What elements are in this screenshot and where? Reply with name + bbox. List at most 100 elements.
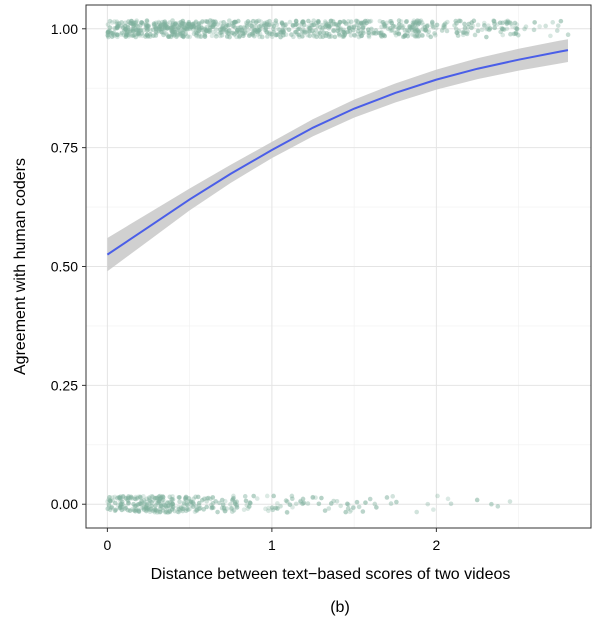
data-point xyxy=(187,34,192,40)
data-point xyxy=(346,25,352,31)
data-point xyxy=(359,33,365,39)
data-point xyxy=(326,34,332,39)
data-point xyxy=(220,26,225,32)
data-point xyxy=(290,504,295,510)
data-point xyxy=(122,24,128,29)
data-point xyxy=(187,26,193,31)
data-point xyxy=(284,510,290,515)
data-point xyxy=(373,28,379,33)
data-point xyxy=(137,23,143,28)
data-point xyxy=(410,32,415,37)
data-point xyxy=(107,18,113,24)
data-point xyxy=(554,28,560,33)
data-point xyxy=(210,505,216,511)
data-point xyxy=(511,31,517,37)
data-point xyxy=(193,20,199,25)
data-point xyxy=(113,26,119,31)
data-point xyxy=(126,19,131,24)
data-point xyxy=(404,18,409,24)
data-point xyxy=(143,499,148,505)
data-point xyxy=(263,25,269,31)
data-point xyxy=(550,20,556,25)
data-point xyxy=(392,30,398,36)
data-point xyxy=(350,27,356,33)
data-point xyxy=(165,505,170,511)
x-tick-label: 2 xyxy=(432,537,440,553)
data-point xyxy=(305,32,310,38)
data-point xyxy=(267,18,272,24)
data-point xyxy=(328,18,334,24)
data-point xyxy=(145,23,150,29)
data-point xyxy=(194,28,199,33)
data-point xyxy=(283,22,289,27)
data-point xyxy=(382,23,388,29)
data-point xyxy=(183,496,188,501)
data-point xyxy=(240,28,246,34)
data-point xyxy=(432,31,437,36)
data-point xyxy=(396,18,402,23)
data-point xyxy=(331,21,337,27)
data-point xyxy=(294,22,299,28)
data-point xyxy=(202,34,208,39)
data-point xyxy=(481,20,487,26)
data-point xyxy=(441,22,447,28)
data-point xyxy=(376,30,382,36)
data-point xyxy=(388,501,394,506)
data-point xyxy=(313,495,318,500)
data-point xyxy=(396,31,402,37)
y-tick-label: 0.25 xyxy=(51,377,78,393)
data-point xyxy=(351,505,356,511)
data-point xyxy=(384,495,390,500)
data-point xyxy=(390,494,396,499)
data-point xyxy=(227,18,232,23)
data-point xyxy=(513,30,519,36)
data-point xyxy=(210,18,215,24)
data-point xyxy=(187,506,192,512)
data-point xyxy=(119,505,125,510)
data-point xyxy=(361,30,366,36)
data-point xyxy=(522,26,527,32)
data-point xyxy=(281,22,286,28)
data-point xyxy=(275,501,280,506)
data-point xyxy=(368,18,374,24)
data-point xyxy=(460,32,466,38)
data-point xyxy=(484,26,489,32)
data-point xyxy=(232,31,237,37)
data-point xyxy=(142,501,148,507)
data-point xyxy=(270,26,276,32)
y-tick-label: 0.00 xyxy=(51,496,78,512)
data-point xyxy=(425,501,431,507)
data-point xyxy=(332,28,337,34)
data-point xyxy=(434,22,440,28)
data-point xyxy=(144,496,149,502)
data-point xyxy=(266,22,272,28)
data-point xyxy=(147,495,152,500)
data-point xyxy=(107,507,113,513)
data-point xyxy=(322,19,328,24)
data-point xyxy=(139,20,145,25)
data-point xyxy=(233,25,238,30)
data-point xyxy=(431,507,436,512)
data-point xyxy=(300,26,306,32)
data-point xyxy=(293,22,298,28)
data-point xyxy=(165,26,170,31)
data-point xyxy=(491,18,497,24)
data-point xyxy=(186,19,192,25)
data-point xyxy=(366,30,372,36)
data-point xyxy=(507,19,513,25)
data-point xyxy=(223,23,229,29)
data-point xyxy=(149,500,154,505)
data-point xyxy=(348,33,354,38)
data-point xyxy=(225,23,231,29)
data-point xyxy=(396,22,402,27)
data-point xyxy=(109,505,115,510)
data-point xyxy=(293,18,299,24)
data-point xyxy=(558,18,564,24)
data-point xyxy=(350,504,356,510)
data-point xyxy=(196,21,202,27)
data-point xyxy=(448,501,454,507)
data-point xyxy=(153,26,158,31)
data-point xyxy=(441,25,446,31)
data-point xyxy=(317,30,323,36)
data-point xyxy=(486,27,492,33)
